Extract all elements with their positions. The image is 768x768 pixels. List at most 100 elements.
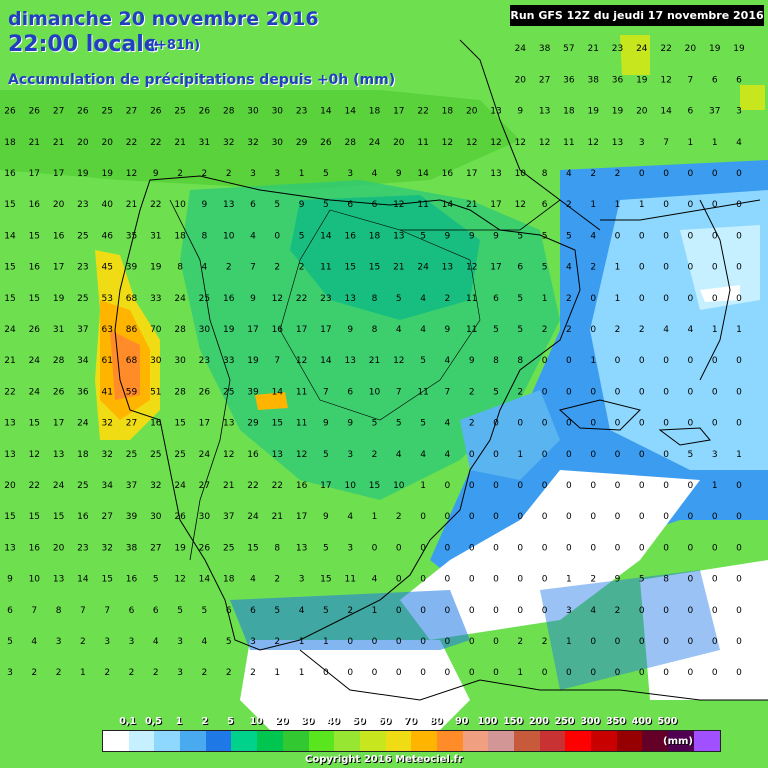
precip-value: 6 bbox=[226, 606, 232, 616]
precip-value: 15 bbox=[4, 294, 15, 304]
iberia-coastline bbox=[114, 175, 581, 651]
france-coastline bbox=[459, 39, 601, 231]
precip-value: 2 bbox=[274, 263, 280, 273]
precip-value: 0 bbox=[445, 606, 451, 616]
precip-value: 0 bbox=[712, 263, 718, 273]
precip-value: 5 bbox=[566, 231, 572, 241]
precip-value: 5 bbox=[688, 450, 694, 460]
legend-swatch bbox=[231, 731, 258, 751]
precip-value: 38 bbox=[539, 44, 551, 54]
precip-value: 14 bbox=[199, 575, 211, 585]
precip-value: 6 bbox=[736, 75, 742, 85]
precip-value: 4 bbox=[445, 450, 451, 460]
precip-value: 16 bbox=[29, 200, 41, 210]
precip-max-small bbox=[255, 392, 288, 410]
precip-value: 0 bbox=[736, 575, 742, 585]
precip-value: 5 bbox=[7, 637, 13, 647]
precip-value: 1 bbox=[420, 481, 426, 491]
precip-value: 4 bbox=[250, 231, 256, 241]
precip-value: 2 bbox=[202, 169, 208, 179]
precip-value: 2 bbox=[590, 575, 596, 585]
precip-value: 12 bbox=[442, 138, 453, 148]
precip-value: 0 bbox=[712, 231, 718, 241]
precip-value: 6 bbox=[493, 294, 499, 304]
precip-value: 0 bbox=[688, 294, 694, 304]
precip-value: 0 bbox=[542, 387, 548, 397]
precip-value: 17 bbox=[466, 169, 477, 179]
precip-value: 0 bbox=[493, 481, 499, 491]
precip-value: 12 bbox=[223, 450, 234, 460]
precip-value: 15 bbox=[272, 419, 283, 429]
precip-value: 22 bbox=[29, 481, 40, 491]
legend-tick-label: 150 bbox=[503, 716, 524, 727]
precip-value: 0 bbox=[663, 263, 669, 273]
precip-zone-ebro bbox=[290, 195, 480, 320]
precip-value: 13 bbox=[344, 294, 355, 304]
legend-tick-labels: 0,1 0,5 1 2 5 10 20 30 40 50 60 70 80 90 100 150 200 250 3… bbox=[102, 716, 677, 728]
precip-value: 0 bbox=[688, 481, 694, 491]
precip-value: 59 bbox=[126, 387, 138, 397]
pyrenees-border bbox=[400, 199, 561, 231]
precip-zone-algeria-blue bbox=[540, 570, 720, 690]
precip-value: 7 bbox=[445, 387, 451, 397]
precip-value: 2 bbox=[615, 325, 621, 335]
precip-value: 23 bbox=[77, 200, 88, 210]
precip-value: 0 bbox=[590, 419, 596, 429]
precip-value: 0 bbox=[688, 668, 694, 678]
precip-value: 17 bbox=[393, 107, 404, 117]
precip-value: 0 bbox=[590, 481, 596, 491]
precip-value: 13 bbox=[296, 543, 307, 553]
precip-value: 5 bbox=[323, 169, 329, 179]
precip-value: 32 bbox=[101, 543, 112, 553]
precip-value: 30 bbox=[272, 107, 284, 117]
precip-value: 0 bbox=[469, 637, 475, 647]
precip-value: 0 bbox=[736, 481, 742, 491]
balearic-island-coast bbox=[558, 399, 641, 431]
precip-value: 2 bbox=[566, 294, 572, 304]
precip-value: 14 bbox=[344, 107, 356, 117]
precip-value: 9 bbox=[323, 419, 329, 429]
precip-value: 17 bbox=[490, 200, 501, 210]
precip-value: 1 bbox=[639, 200, 645, 210]
dry-zone-southeast bbox=[640, 560, 768, 700]
precip-value: 14 bbox=[442, 200, 454, 210]
precip-value: 8 bbox=[56, 606, 62, 616]
precip-value: 38 bbox=[587, 75, 599, 85]
precip-value: 5 bbox=[542, 231, 548, 241]
precip-value: 0 bbox=[663, 606, 669, 616]
precip-value: 0 bbox=[590, 637, 596, 647]
legend-tick-label: 70 bbox=[403, 716, 418, 727]
precip-value: 0 bbox=[663, 231, 669, 241]
precip-value: 23 bbox=[77, 263, 88, 273]
precip-value: 0 bbox=[493, 543, 499, 553]
precip-value: 0 bbox=[590, 294, 596, 304]
precip-value: 5 bbox=[493, 387, 499, 397]
legend-tick-label: 0,1 bbox=[119, 716, 137, 727]
precip-value: 5 bbox=[274, 606, 280, 616]
legend-swatch bbox=[591, 731, 617, 751]
precip-value: 3 bbox=[639, 138, 645, 148]
precip-value: 0 bbox=[566, 450, 572, 460]
precip-value: 2 bbox=[104, 668, 110, 678]
precip-value: 0 bbox=[615, 231, 621, 241]
precip-value: 19 bbox=[53, 294, 65, 304]
precip-value: 9 bbox=[347, 325, 353, 335]
precip-value: 0 bbox=[566, 419, 572, 429]
precip-value: 18 bbox=[442, 107, 454, 117]
precip-value: 0 bbox=[445, 637, 451, 647]
precip-value: 28 bbox=[223, 107, 235, 117]
precip-value: 6 bbox=[7, 606, 13, 616]
precip-value: 19 bbox=[174, 543, 186, 553]
precip-value: 21 bbox=[4, 356, 15, 366]
precip-value: 2 bbox=[566, 325, 572, 335]
precip-value: 15 bbox=[320, 575, 331, 585]
precip-value: 3 bbox=[177, 668, 183, 678]
map-forecast-offset: (+81h) bbox=[150, 38, 201, 53]
precip-value: 3 bbox=[129, 637, 135, 647]
precip-value: 24 bbox=[53, 481, 65, 491]
legend-swatch bbox=[436, 731, 463, 751]
precip-value: 0 bbox=[736, 263, 742, 273]
precip-value: 1 bbox=[590, 200, 596, 210]
precip-value: 5 bbox=[517, 294, 523, 304]
precip-value: 19 bbox=[709, 44, 721, 54]
